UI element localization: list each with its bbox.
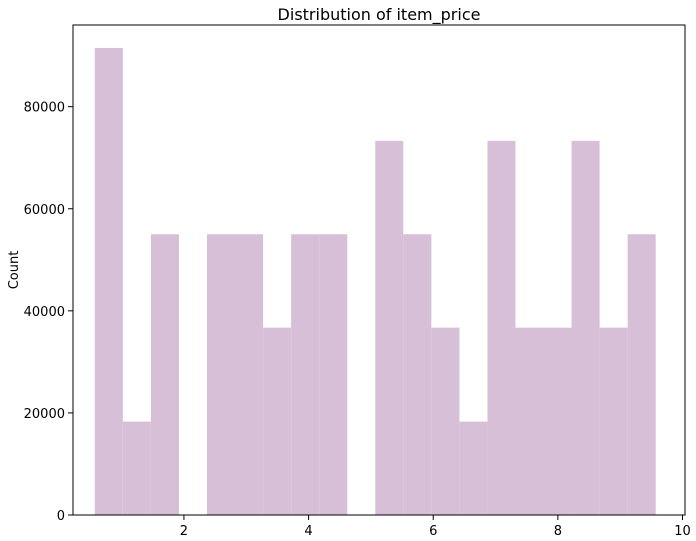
y-tick-label: 0 [57,509,65,524]
y-tick-label: 40000 [24,305,65,320]
histogram-bar [235,234,264,516]
histogram-bar [403,234,432,516]
histogram-bar [431,327,460,515]
histogram-bar [459,421,488,515]
histogram-bar [515,327,544,515]
histogram-bar [487,140,516,516]
histogram-bar [263,327,292,515]
x-tick-label: 2 [180,524,188,539]
x-tick-label: 6 [429,524,437,539]
x-tick-label: 8 [554,524,562,539]
histogram-bar [150,234,179,516]
histogram-bar [543,327,572,515]
histogram-bar [599,327,628,515]
histogram-bar [291,234,320,516]
histogram-bar [375,140,404,516]
histogram-bar [94,47,123,515]
y-tick-label: 20000 [24,407,65,422]
x-tick-label: 10 [674,524,691,539]
y-axis: 0 20000 40000 60000 80000 [24,101,73,524]
bars-group [94,47,656,516]
histogram-bar [627,234,656,516]
x-tick-label: 4 [304,524,312,539]
histogram-bar [319,234,348,516]
chart-title: Distribution of item_price [278,5,481,25]
y-axis-label: Count [7,251,22,290]
y-tick-label: 80000 [24,101,65,116]
plot-frame [72,24,686,516]
histogram-bar [206,234,236,516]
histogram-bar [571,140,600,516]
y-tick-label: 60000 [24,203,65,218]
x-axis: 2 4 6 8 10 [180,515,691,539]
histogram-bar [122,421,151,515]
